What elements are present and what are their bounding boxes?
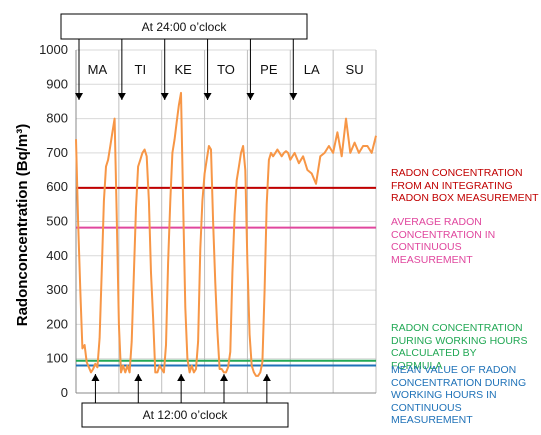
noon-arrow-head [134,374,143,381]
noon-arrow-head [177,374,186,381]
top-annotation-box [60,13,308,40]
y-tick-label: 800 [46,111,68,126]
reference-lines [76,186,376,367]
y-axis-label: Radonconcentration (Bq/m³) [14,124,31,327]
midnight-arrow-head [289,93,298,100]
y-tick-label: 100 [46,351,68,366]
bottom-annotation-box [81,402,289,428]
legend-working-hours-continuous: MEAN VALUE OF RADON CONCENTRATION DURING… [391,364,527,427]
y-tick-label: 700 [46,145,68,160]
day-label: KE [174,62,192,77]
y-tick-labels: 0 100 200 300 400 500 600 700 800 900 1000 [39,42,68,400]
noon-arrow-head [262,374,271,381]
bottom-annotation: At 12:00 o’clock [143,408,229,422]
legend-integrating-box: RADON CONCENTRATION FROM AN INTEGRATING … [391,167,539,205]
grid [75,49,377,394]
day-labels: MA TI KE TO PE LA SU [88,62,364,77]
midnight-arrow-head [203,93,212,100]
midnight-arrow-head [246,93,255,100]
series-lines [75,91,377,377]
y-tick-label: 1000 [39,42,68,57]
y-tick-label: 600 [46,179,68,194]
top-annotation: At 24:00 o’clock [142,20,228,34]
y-tick-label: 900 [46,76,68,91]
y-tick-label: 0 [61,385,68,400]
midnight-arrow-head [117,93,126,100]
series-line [75,91,377,377]
midnight-arrow-head [160,93,169,100]
y-tick-label: 200 [46,316,68,331]
day-label: TI [135,62,147,77]
day-label: LA [304,62,320,77]
noon-arrow-head [91,374,100,381]
legend-working-hours-formula: RADON CONCENTRATION DURING WORKING HOURS… [391,322,528,372]
annotation-arrows [75,39,298,403]
legend-average-continuous: AVERAGE RADON CONCENTRATION IN CONTINUOU… [391,216,496,266]
day-label: MA [88,62,108,77]
day-label: SU [346,62,364,77]
y-tick-label: 500 [46,214,68,229]
midnight-arrow-head [75,93,83,100]
noon-arrow-head [220,374,228,381]
day-label: TO [217,62,235,77]
y-tick-label: 300 [46,282,68,297]
day-label: PE [260,62,278,77]
y-tick-label: 400 [46,248,68,263]
